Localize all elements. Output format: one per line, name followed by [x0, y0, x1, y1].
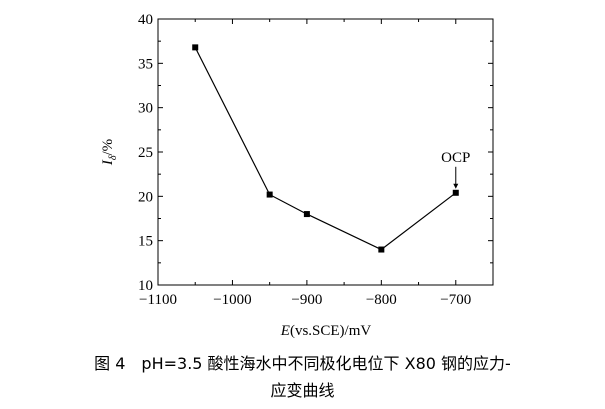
annotation-ocp-label: OCP — [441, 150, 470, 166]
x-tick-label: −700 — [440, 292, 471, 308]
x-axis-label: E(vs.SCE)/mV — [280, 323, 372, 339]
y-axis-ticks: 10 15 20 25 30 35 40 — [138, 12, 493, 294]
data-point — [192, 44, 199, 51]
annotation-arrow-head — [453, 183, 459, 189]
series-layer — [192, 44, 459, 253]
line-chart: −1100 −1000 −900 −800 −700 10 15 20 25 30 35 40 OC… — [100, 12, 494, 339]
y-tick-label: 35 — [138, 56, 153, 72]
annotation-layer: OCP — [441, 150, 470, 189]
data-point — [452, 189, 459, 196]
y-tick-label: 15 — [138, 234, 153, 250]
x-tick-label: −1000 — [213, 292, 251, 308]
y-tick-label: 40 — [138, 12, 153, 28]
x-tick-label: −800 — [366, 292, 397, 308]
y-tick-label: 30 — [138, 101, 153, 117]
x-tick-label: −900 — [291, 292, 322, 308]
figure-caption-line-1: 图 4 pH=3.5 酸性海水中不同极化电位下 X80 钢的应力- — [94, 354, 511, 373]
data-point — [303, 211, 310, 218]
y-tick-label: 20 — [138, 189, 153, 205]
y-tick-label: 10 — [138, 278, 153, 294]
y-axis-label: Iδ/% — [100, 139, 119, 166]
figure-caption-line-2: 应变曲线 — [270, 381, 335, 400]
x-tick-label: −1100 — [139, 292, 177, 308]
series-line — [194, 47, 457, 251]
data-point — [266, 191, 273, 198]
data-point — [378, 246, 385, 253]
x-axis-ticks: −1100 −1000 −900 −800 −700 — [139, 19, 471, 308]
y-tick-label: 25 — [138, 145, 153, 161]
